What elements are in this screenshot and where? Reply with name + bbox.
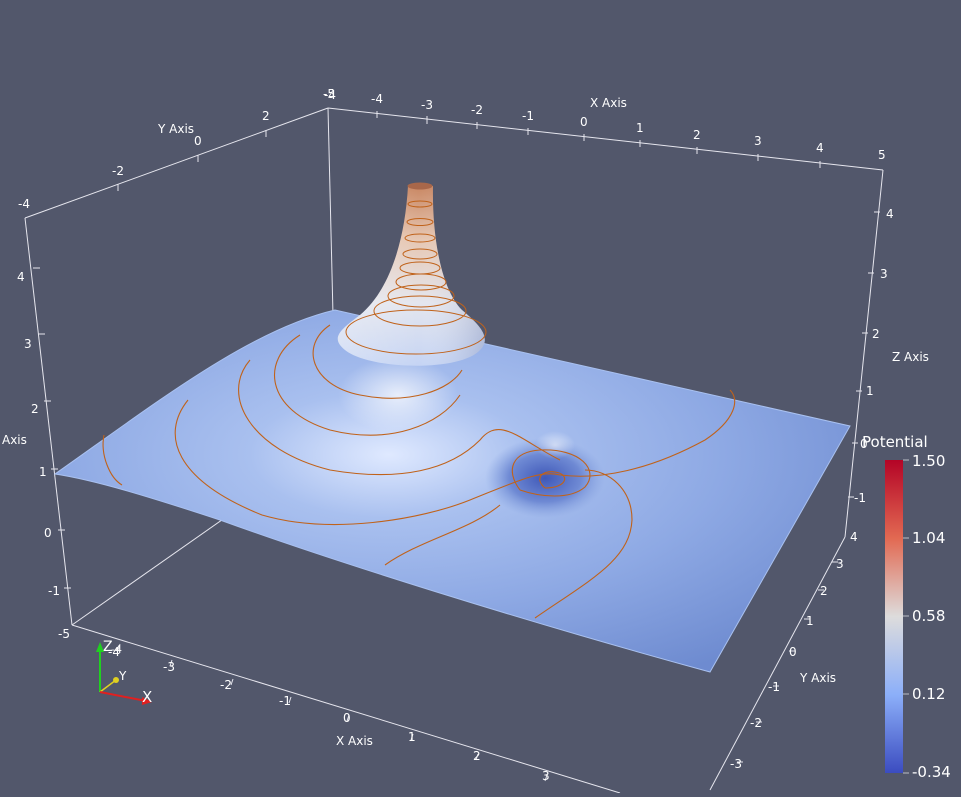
orientation-x-label: X <box>142 688 152 706</box>
tick-label: -3 <box>163 660 175 674</box>
top-x-axis: X Axis -5 -4 -3 -2 -1 0 1 2 3 4 5 <box>323 87 886 162</box>
tick-label: 4 <box>816 141 824 155</box>
top-x-axis-title: X Axis <box>590 96 627 110</box>
left-z-axis-title: Axis <box>2 433 27 447</box>
tick-label: -5 <box>323 87 335 101</box>
bounding-box-front <box>71 536 846 794</box>
tick-label: -1 <box>522 109 534 123</box>
tick-label: -3 <box>730 757 742 771</box>
bottom-y-axis-title: Y Axis <box>799 671 836 685</box>
tick-label: 2 <box>473 749 481 763</box>
tick-label: 3 <box>836 557 844 571</box>
tick-label: 5 <box>878 148 886 162</box>
top-y-axis-title: Y Axis <box>157 122 194 136</box>
peak-contour-rings <box>345 200 487 355</box>
tick-label: 4 <box>17 270 25 284</box>
bounding-box-back <box>24 107 884 626</box>
tick-label: 1 <box>806 614 814 628</box>
tick-label: -4 <box>18 197 30 211</box>
tick-label: -4 <box>324 88 336 102</box>
legend-label: 1.04 <box>912 529 945 547</box>
tick-label: 1 <box>866 384 874 398</box>
tick-label: -2 <box>112 164 124 178</box>
right-z-axis: Z Axis -1 0 1 2 3 4 <box>854 207 929 505</box>
top-y-axis: Y Axis -4 -2 0 2 -4 <box>18 88 336 211</box>
left-z-axis: Axis -1 0 1 2 3 4 <box>2 270 60 598</box>
tick-label: 3 <box>754 134 762 148</box>
right-z-axis-title: Z Axis <box>892 350 929 364</box>
orientation-y-label: Y <box>118 669 127 683</box>
tick-label: -4 <box>111 643 122 656</box>
tick-label: 3 <box>880 267 888 281</box>
tick-label: -4 <box>371 92 383 106</box>
tick-marks <box>33 111 880 782</box>
tick-label: 3 <box>24 337 32 351</box>
orientation-axes-widget[interactable]: Z Y X -4 <box>96 639 152 706</box>
bottom-y-axis: Y Axis -3 -2 -1 0 1 2 3 4 <box>730 530 858 771</box>
tick-label: -2 <box>471 103 483 117</box>
color-legend[interactable]: Potential 1.50 1.04 0.58 0.12 -0.34 <box>862 433 951 781</box>
tick-label: 2 <box>693 128 701 142</box>
potential-well <box>485 438 605 518</box>
tick-label: 1 <box>636 121 644 135</box>
orientation-z-label: Z <box>103 639 113 655</box>
tick-label: -1 <box>48 584 60 598</box>
tick-label: 0 <box>343 711 351 725</box>
tick-label: -4 <box>108 645 120 659</box>
tick-label: 4 <box>886 207 894 221</box>
tick-label: 4 <box>850 530 858 544</box>
contour-lines <box>102 324 736 619</box>
tick-label: 2 <box>872 327 880 341</box>
tick-label: -2 <box>750 716 762 730</box>
tick-label: -5 <box>58 627 70 641</box>
tick-label: -3 <box>421 98 433 112</box>
legend-label: 0.58 <box>912 607 945 625</box>
tick-label: -1 <box>854 491 866 505</box>
tick-label: 1 <box>39 465 47 479</box>
legend-label: 1.50 <box>912 452 945 470</box>
tick-label: 1 <box>408 730 416 744</box>
potential-surface <box>53 309 851 673</box>
potential-peak <box>337 182 485 366</box>
legend-ticks <box>903 459 909 774</box>
legend-label: -0.34 <box>912 763 951 781</box>
tick-label: 0 <box>789 645 797 659</box>
tick-label: 3 <box>542 769 550 783</box>
tick-label: 0 <box>860 437 868 451</box>
legend-label: 0.12 <box>912 685 945 703</box>
tick-label: 0 <box>44 526 52 540</box>
tick-label: 2 <box>31 402 39 416</box>
bottom-x-axis: X Axis -5 -4 -3 -2 -1 0 1 2 3 <box>58 627 550 783</box>
bottom-x-axis-title: X Axis <box>336 734 373 748</box>
tick-label: -1 <box>768 680 780 694</box>
legend-color-bar <box>885 460 903 773</box>
tick-label: -1 <box>279 694 291 708</box>
tick-label: 2 <box>820 584 828 598</box>
tick-label: 0 <box>194 134 202 148</box>
legend-title: Potential <box>862 433 928 451</box>
tick-label: 0 <box>580 115 588 129</box>
tick-label: 2 <box>262 109 270 123</box>
tick-label: -2 <box>220 678 232 692</box>
